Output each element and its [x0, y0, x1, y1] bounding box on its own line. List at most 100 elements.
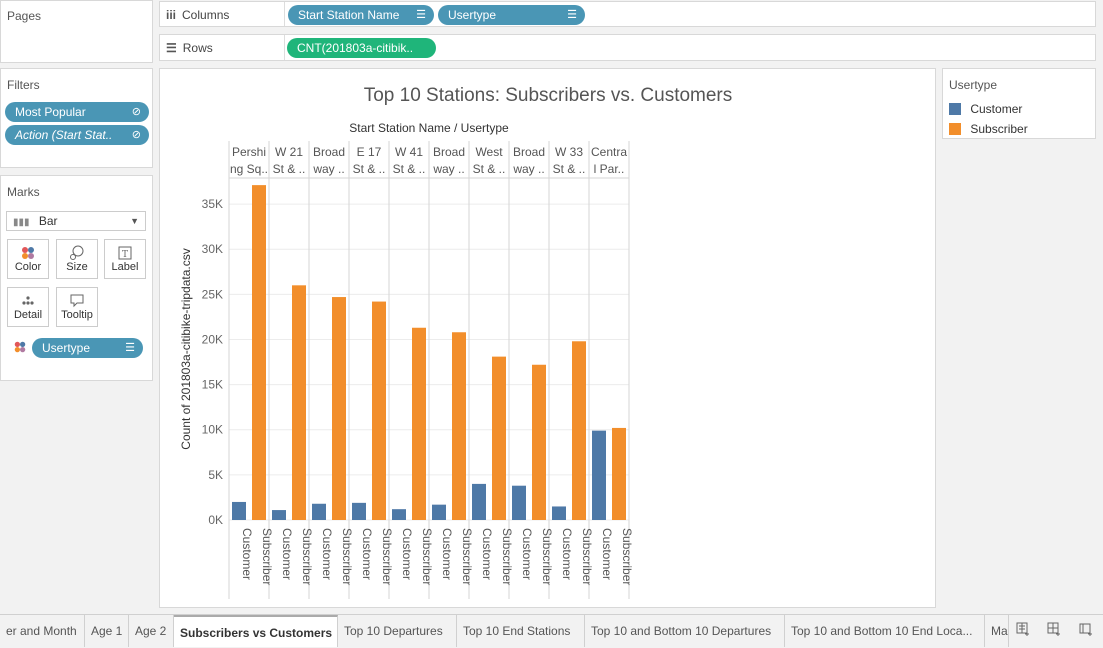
bar-subscriber: [372, 301, 386, 520]
legend-title: Usertype: [949, 78, 998, 92]
y-axis: 0K 5K 10K 15K 20K 25K 30K 35K: [202, 197, 223, 527]
new-worksheet-icon[interactable]: [1012, 621, 1034, 641]
tab-top-10-end-stations[interactable]: Top 10 End Stations: [457, 615, 585, 647]
bar-customer: [392, 509, 406, 520]
bar-subscriber: [292, 285, 306, 520]
bar-subscriber: [612, 427, 626, 520]
row-pill-count[interactable]: CNT(201803a-citibik..: [287, 38, 436, 58]
filter-pill-label: Action (Start Stat..: [15, 128, 113, 142]
column-pill-usertype[interactable]: Usertype ☰: [438, 5, 585, 25]
y-tick-label: 15K: [202, 378, 223, 392]
legend-swatch: [949, 123, 961, 135]
station-header-label: way ..: [312, 162, 344, 176]
usertype-headers: Customer Subscriber Customer Subscriber Cust…: [240, 528, 634, 585]
tab-top-bottom-end-locations[interactable]: Top 10 and Bottom 10 End Loca...: [785, 615, 985, 647]
tab-label: Top 10 End Stations: [463, 624, 571, 638]
tab-label: Subscribers vs Customers: [180, 626, 333, 640]
shelf-divider: [284, 2, 285, 26]
size-icon: [57, 245, 97, 261]
usertype-axis-label: Customer: [560, 528, 574, 580]
sort-ascending-icon: ☰: [125, 342, 135, 354]
tab-label: er and Month: [6, 624, 77, 638]
usertype-axis-label: Subscriber: [420, 528, 434, 585]
legend-swatch: [949, 103, 961, 115]
marks-label-button[interactable]: T Label: [104, 239, 146, 279]
columns-label-text: Columns: [182, 8, 230, 22]
station-header-label: W 21: [275, 145, 303, 159]
legend-item-subscriber[interactable]: Subscriber: [949, 121, 1028, 137]
station-header-label: l Par..: [594, 162, 625, 176]
tab-age-2[interactable]: Age 2: [129, 615, 174, 647]
bar-subscriber: [332, 297, 346, 520]
bar-customer: [472, 483, 486, 520]
usertype-axis-label: Customer: [360, 528, 374, 580]
sheet-tabs: er and Month Age 1 Age 2 Subscribers vs …: [0, 614, 1103, 648]
tab-subscribers-vs-customers[interactable]: Subscribers vs Customers: [174, 615, 338, 647]
station-header-label: E 17: [357, 145, 382, 159]
usertype-axis-label: Subscriber: [500, 528, 514, 585]
new-dashboard-icon[interactable]: [1043, 621, 1065, 641]
usertype-axis-label: Customer: [520, 528, 534, 580]
filter-action-pill[interactable]: Action (Start Stat.. ⊘: [5, 125, 149, 145]
mark-type-value: Bar: [38, 214, 58, 228]
tab-age-1[interactable]: Age 1: [85, 615, 129, 647]
usertype-axis-label: Customer: [440, 528, 454, 580]
marks-color-label: Color: [14, 261, 42, 273]
usertype-axis-label: Customer: [320, 528, 334, 580]
tab-label: Age 2: [135, 624, 167, 638]
usertype-axis-label: Customer: [400, 528, 414, 580]
bar-chart-icon: ▮▮▮: [13, 217, 30, 228]
column-pill-start-station[interactable]: Start Station Name ☰: [288, 5, 434, 25]
marks-card: Marks ▮▮▮ Bar ▼ Color Size T Label Detai…: [0, 175, 153, 381]
legend-item-customer[interactable]: Customer: [949, 101, 1022, 117]
filters-card: Filters Most Popular ⊘ Action (Start Sta…: [0, 68, 153, 168]
chart-svg: 0K 5K 10K 15K 20K 25K 30K 35K Pershi ng Sq.. W 21…: [179, 85, 732, 599]
sort-ascending-icon: ☰: [567, 9, 577, 21]
usertype-axis-label: Subscriber: [300, 528, 314, 585]
legend-label: Customer: [970, 102, 1023, 116]
link-icon: ⊘: [131, 129, 141, 141]
usertype-axis-label: Subscriber: [380, 528, 394, 585]
filter-pill-label: Most Popular: [15, 105, 86, 119]
color-dots-icon: [13, 340, 27, 359]
y-tick-label: 5K: [208, 468, 223, 482]
station-header-label: W 33: [555, 145, 583, 159]
marks-usertype-pill[interactable]: Usertype ☰: [32, 338, 143, 358]
tab-top-bottom-departures[interactable]: Top 10 and Bottom 10 Departures: [585, 615, 785, 647]
link-icon: ⊘: [131, 106, 141, 118]
tab-label: Top 10 Departures: [344, 624, 443, 638]
tab-user-and-month[interactable]: er and Month: [0, 615, 85, 647]
view-canvas[interactable]: 0K 5K 10K 15K 20K 25K 30K 35K Pershi ng Sq.. W 21…: [159, 68, 936, 608]
bar-subscriber: [532, 364, 546, 520]
y-tick-label: 20K: [202, 332, 223, 346]
bar-customer: [352, 502, 366, 520]
y-tick-label: 35K: [202, 197, 223, 211]
station-header-label: West: [475, 145, 503, 159]
marks-tooltip-button[interactable]: Tooltip: [56, 287, 98, 327]
tab-top-10-departures[interactable]: Top 10 Departures: [338, 615, 457, 647]
bar-subscriber: [572, 341, 586, 520]
marks-size-button[interactable]: Size: [56, 239, 98, 279]
tab-label: Age 1: [91, 624, 123, 638]
new-story-icon[interactable]: [1075, 621, 1097, 641]
tooltip-icon: [57, 293, 97, 309]
marks-detail-button[interactable]: Detail: [7, 287, 49, 327]
mark-type-select[interactable]: ▮▮▮ Bar ▼: [6, 211, 146, 231]
pages-card[interactable]: Pages: [0, 0, 153, 63]
usertype-axis-label: Subscriber: [460, 528, 474, 585]
filter-most-popular-pill[interactable]: Most Popular ⊘: [5, 102, 149, 122]
row-pill-label: CNT(201803a-citibik..: [297, 41, 414, 55]
tab-label: Top 10 and Bottom 10 Departures: [591, 624, 772, 638]
usertype-legend[interactable]: Usertype Customer Subscriber: [942, 68, 1096, 139]
usertype-axis-label: Customer: [240, 528, 254, 580]
bar-customer: [592, 430, 606, 520]
marks-usertype-label: Usertype: [42, 341, 91, 355]
y-tick-label: 25K: [202, 287, 223, 301]
y-tick-label: 0K: [208, 513, 223, 527]
usertype-axis-label: Customer: [280, 528, 294, 580]
tab-ma[interactable]: Ma: [985, 615, 1009, 647]
marks-color-button[interactable]: Color: [7, 239, 49, 279]
station-header-label: St & ..: [353, 162, 386, 176]
bar-customer: [512, 485, 526, 520]
bar-subscriber: [492, 356, 506, 520]
